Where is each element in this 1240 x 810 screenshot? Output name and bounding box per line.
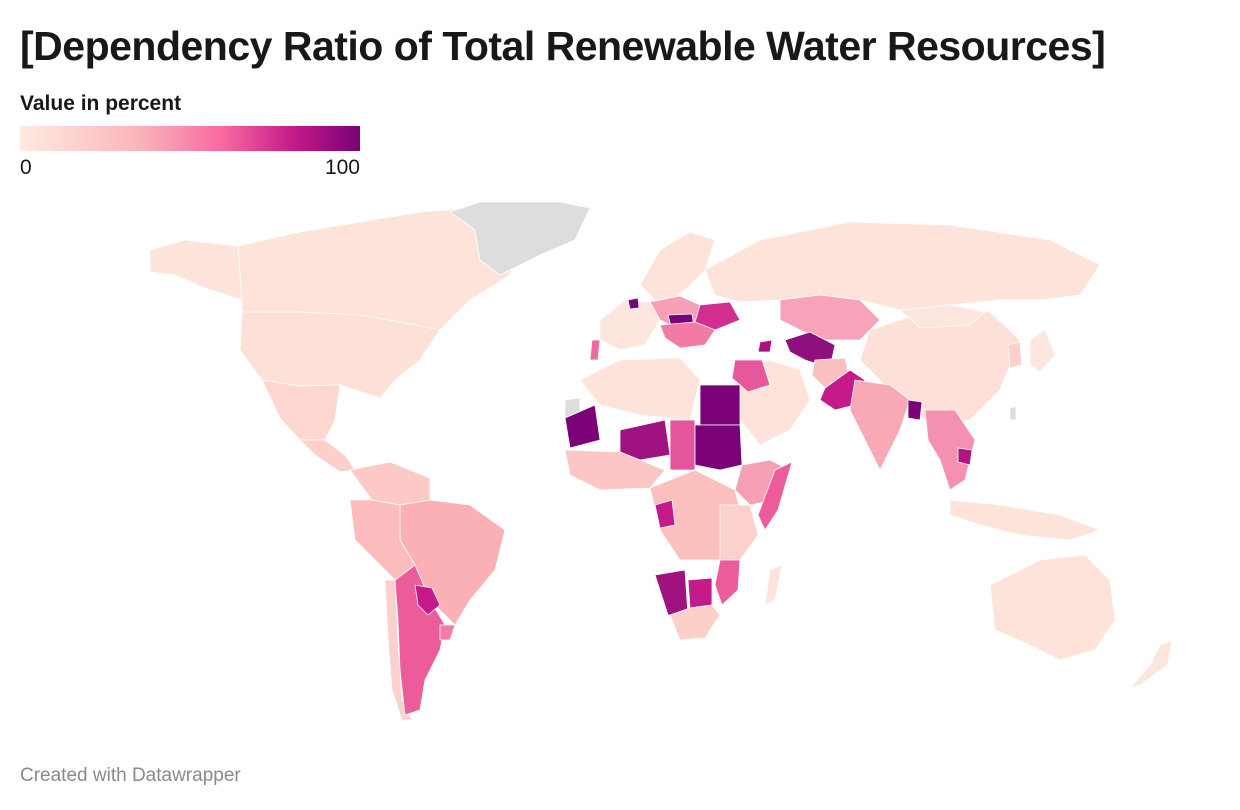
map-region-north-africa[interactable] [579,357,701,421]
map-region-korea[interactable] [1007,341,1023,369]
map-region-west-africa[interactable] [564,449,666,491]
map-region-egypt[interactable] [699,384,741,426]
map-region-australia[interactable] [989,554,1116,661]
chart-title: [Dependency Ratio of Total Renewable Wat… [20,23,1106,69]
map-region-congo[interactable] [654,499,676,529]
map-region-indonesia[interactable] [949,499,1101,541]
map-region-mongolia[interactable] [899,304,986,329]
map-region-chile[interactable] [384,579,413,721]
map-region-east-africa[interactable] [719,504,759,561]
map-region-madagascar[interactable] [764,564,783,606]
map-region-mexico[interactable] [261,379,341,441]
map-region-somalia[interactable] [757,461,793,531]
map-region-north-south-america[interactable] [349,461,431,506]
map-region-mainland-southeast-asia[interactable] [924,409,976,491]
map-region-uruguay[interactable] [439,624,456,641]
map-region-central-america[interactable] [299,439,356,473]
world-map [149,201,1173,721]
map-region-netherlands[interactable] [627,297,640,310]
map-region-mali-niger[interactable] [619,419,671,461]
map-region-kazakhstan[interactable] [779,294,881,341]
map-region-new-zealand[interactable] [1129,639,1173,689]
map-region-chad[interactable] [669,419,696,471]
map-region-greenland[interactable] [449,201,591,276]
map-region-namibia[interactable] [654,569,689,616]
map-region-iraq-syria[interactable] [731,359,771,393]
map-region-alaska[interactable] [149,239,243,301]
credit-footer[interactable]: Created with Datawrapper [20,765,241,786]
map-region-sudan[interactable] [694,424,743,471]
map-region-scandinavia[interactable] [639,231,716,301]
map-region-paraguay[interactable] [414,584,441,616]
legend-min-label: 0 [20,156,32,179]
map-region-taiwan[interactable] [1009,405,1017,421]
map-region-azerbaijan[interactable] [757,339,773,353]
map-region-mozambique[interactable] [714,559,741,606]
map-region-russia[interactable] [704,221,1101,311]
map-region-south-africa[interactable] [669,604,721,641]
map-region-india[interactable] [849,379,911,471]
map-region-mauritania[interactable] [564,404,601,449]
map-region-botswana[interactable] [687,577,713,609]
legend-max-label: 100 [324,156,360,179]
map-region-balkans[interactable] [659,321,716,349]
map-region-portugal[interactable] [589,339,601,361]
map-region-ukraine[interactable] [694,301,741,331]
legend-color-scale [20,126,360,151]
map-region-cambodia[interactable] [957,447,973,466]
legend-title: Value in percent [20,92,182,115]
map-region-bangladesh[interactable] [907,399,923,421]
map-region-japan[interactable] [1029,329,1056,373]
